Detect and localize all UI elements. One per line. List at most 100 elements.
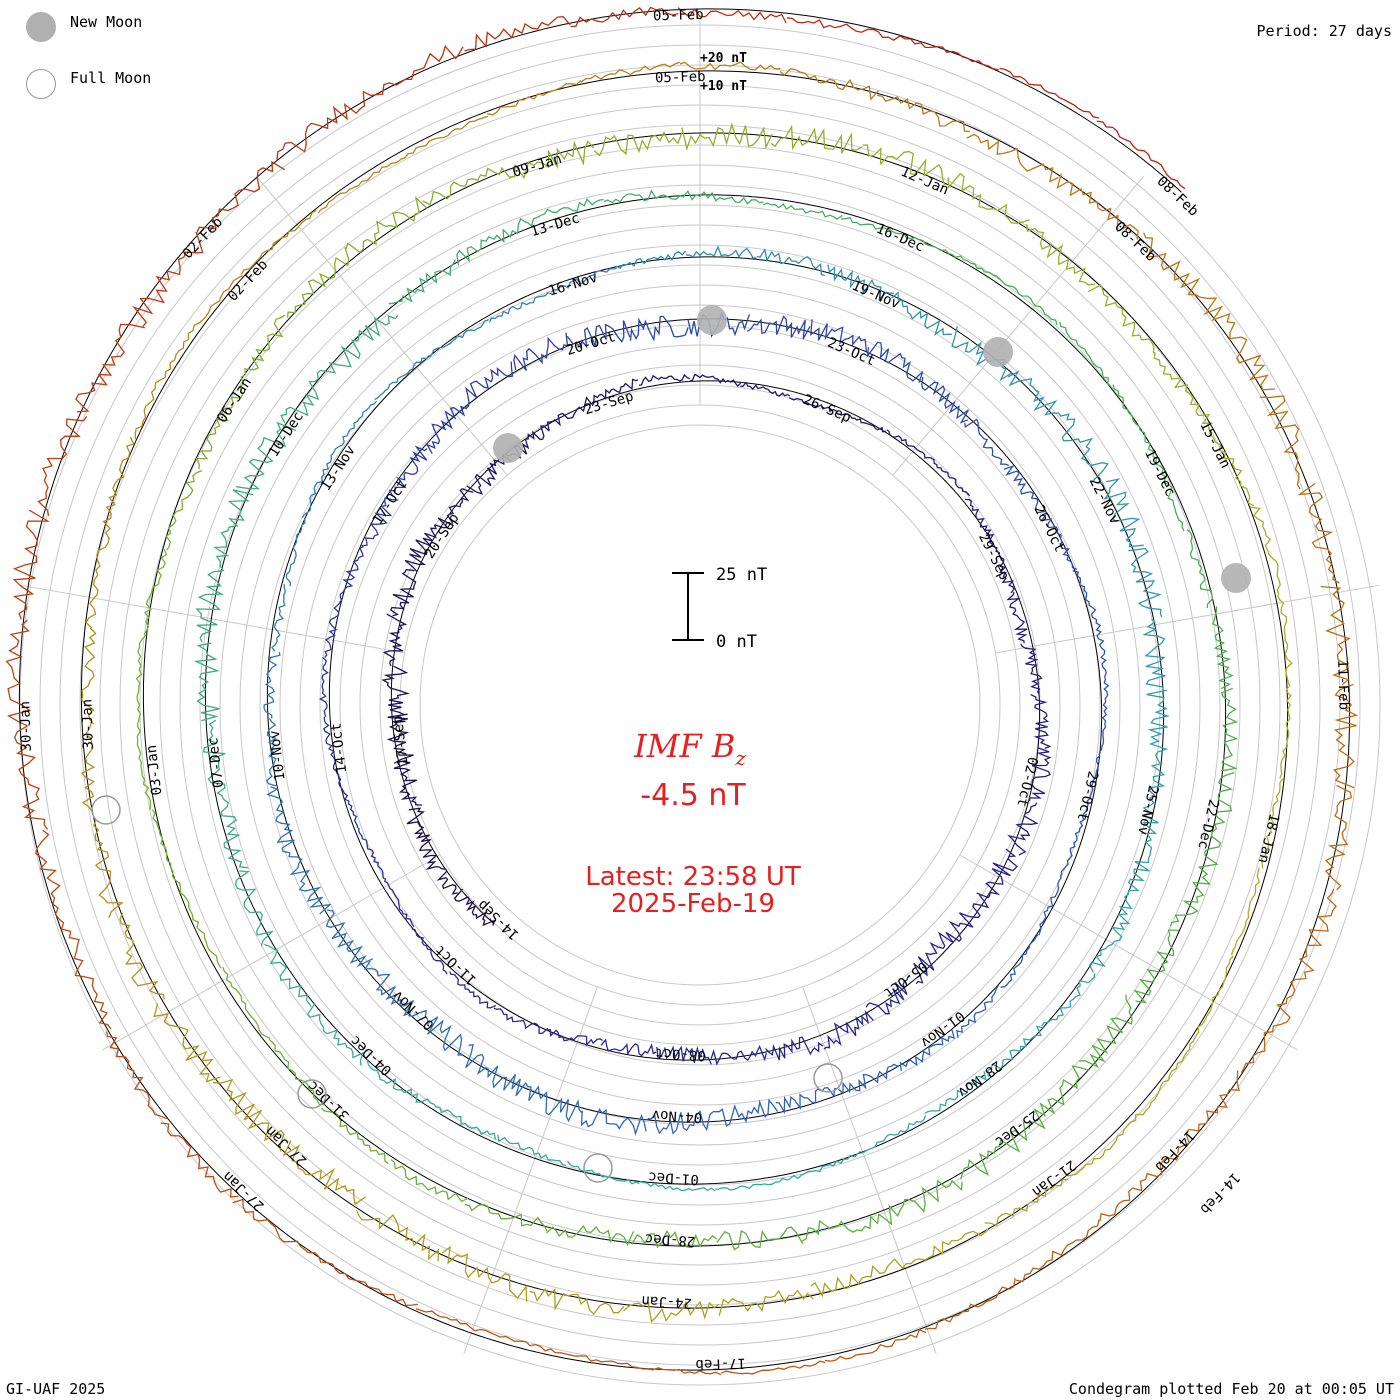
bz-trace-segment [1207, 425, 1254, 507]
bz-trace-segment [999, 67, 1100, 119]
bz-trace-segment [1003, 465, 1048, 515]
bz-trace-segment [119, 912, 165, 1000]
bz-trace-segment [550, 267, 617, 293]
bz-trace-segment [381, 665, 410, 715]
bz-trace-segment [1332, 683, 1359, 789]
latest-date: 2025-Feb-19 [611, 889, 775, 919]
bz-trace-segment [1038, 874, 1062, 936]
scale-bar: 25 nT 0 nT [672, 565, 767, 652]
bz-trace-segment [238, 314, 286, 395]
bz-trace-segment [220, 795, 248, 869]
bz-trace-segment [363, 960, 415, 1017]
bz-trace-segment [453, 888, 496, 927]
latest-time: Latest: 23:58 UT [585, 862, 801, 892]
bz-trace-segment [580, 1107, 647, 1136]
bz-trace-segment [331, 400, 377, 456]
bz-trace-segment [280, 361, 338, 424]
date-tick-label: 20-Oct [564, 329, 617, 359]
bz-trace-segment [320, 1107, 389, 1165]
date-tick-label: 16-Dec [874, 221, 927, 256]
bz-trace-segment [151, 809, 182, 893]
bz-trace-segment [222, 967, 271, 1040]
date-tick-label: 29-Oct [1074, 769, 1101, 822]
bz-trace-segment [263, 651, 281, 719]
bz-trace-segment [810, 319, 867, 352]
date-tick-label: 10-Dec [266, 409, 307, 460]
bz-trace-segment [1141, 762, 1166, 835]
bz-trace-segment [429, 1102, 497, 1140]
bz-trace-segment [1128, 547, 1163, 618]
bz-trace-segment [1065, 1114, 1137, 1177]
bz-trace-segment [956, 985, 1000, 1038]
ring-value-label: +10 nT [700, 79, 747, 94]
bz-trace-segment [838, 1063, 900, 1094]
bz-trace-segment [913, 931, 954, 985]
bz-trace-segment [497, 1134, 567, 1167]
bz-trace-segment [1240, 983, 1296, 1074]
bz-trace-segment [322, 716, 338, 775]
date-tick-label: 17-Feb [695, 1355, 746, 1373]
bz-trace-segment [677, 7, 787, 24]
bz-trace-segment [837, 413, 887, 433]
bz-trace-segment [987, 1025, 1045, 1077]
bz-trace-segment [318, 656, 329, 717]
bz-trace-segment [358, 827, 385, 880]
bz-trace-segment [1099, 1154, 1180, 1221]
date-tick-label: 27-Jan [262, 1122, 310, 1168]
bz-trace-segment [1152, 455, 1185, 532]
bz-trace-segment [1081, 755, 1101, 817]
bz-trace-segment [1324, 784, 1353, 891]
bz-trace-segment [1056, 173, 1139, 240]
bz-trace-segment [105, 1031, 167, 1120]
bz-trace-segment [775, 1087, 839, 1115]
bz-trace-segment [685, 245, 757, 259]
bz-trace-segment [288, 852, 332, 915]
bz-trace-segment [135, 634, 147, 723]
bz-trace-segment [1026, 224, 1096, 286]
date-tick-label: 16-Nov [547, 270, 600, 300]
bz-trace-segment [282, 1140, 366, 1206]
bz-trace-segment [710, 1045, 768, 1066]
date-tick-label: 18-Jan [1255, 812, 1282, 865]
bz-trace-segment [5, 619, 32, 727]
bz-trace-segment [546, 1224, 635, 1247]
grid-ring [379, 384, 1021, 1026]
date-tick-label: 29-Sep [975, 531, 1012, 583]
bz-trace-segment [276, 92, 366, 160]
date-tick-label: 14-Feb [1197, 1169, 1243, 1217]
bz-trace-segment [488, 292, 553, 323]
date-tick-label: 07-Dec [205, 737, 227, 789]
bz-trace-segment [964, 418, 1010, 467]
date-tick-label: 03-Jan [144, 744, 166, 796]
plotted-timestamp: Condegram plotted Feb 20 at 00:05 UT [1068, 1380, 1394, 1398]
bz-trace-segment [153, 1003, 221, 1083]
bz-trace-segment [422, 166, 511, 206]
bz-trace-segment [716, 1226, 804, 1251]
bz-trace-segment [366, 1059, 431, 1103]
date-tick-label: 31-Dec [305, 1077, 353, 1123]
bz-trace-segment [965, 498, 995, 545]
bz-trace-segment [966, 133, 1059, 183]
date-tick-label: 04-Nov [651, 1106, 702, 1125]
bz-trace-segment [306, 1003, 364, 1066]
bz-trace-segment [515, 1340, 618, 1364]
bz-trace-segment [1095, 628, 1110, 693]
bz-trace-segment [990, 544, 1015, 594]
bz-trace-segment [525, 198, 604, 227]
bz-trace-segment [389, 568, 417, 617]
bz-trace-segment [1079, 994, 1133, 1069]
bz-trace-segment [1135, 1040, 1195, 1116]
bz-trace-segment [1020, 643, 1043, 695]
date-tick-label: 14-Sep [475, 896, 523, 942]
bz-trace-segment [746, 315, 811, 340]
bz-trace-segment [235, 421, 297, 490]
bz-trace-segment [810, 1258, 904, 1298]
bz-trace-segment [325, 909, 374, 968]
bz-trace-segment [681, 122, 773, 151]
date-tick-label: 23-Oct [825, 335, 878, 370]
bz-trace-segment [786, 17, 894, 41]
full-moon-marker [91, 795, 121, 825]
date-tick-label: 19-Dec [1141, 447, 1178, 499]
bz-trace-segment [615, 250, 687, 270]
bz-trace-segment [876, 94, 970, 133]
